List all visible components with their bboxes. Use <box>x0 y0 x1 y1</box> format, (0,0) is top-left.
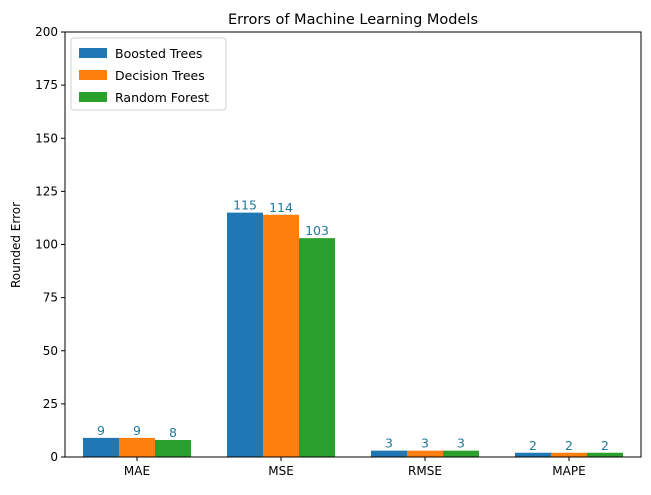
bar <box>299 238 335 457</box>
plot-frame <box>64 31 642 458</box>
bar <box>155 440 191 457</box>
bar-value-label: 9 <box>97 423 105 438</box>
bar <box>443 450 479 457</box>
bar-value-label: 3 <box>457 436 465 451</box>
bar-value-label: 9 <box>133 423 141 438</box>
bar <box>515 452 551 457</box>
legend-swatch <box>79 70 107 80</box>
bar <box>551 452 587 457</box>
bar-value-label: 2 <box>565 438 573 453</box>
legend-swatch <box>79 92 107 102</box>
y-tick-label: 75 <box>43 291 58 305</box>
chart-title: Errors of Machine Learning Models <box>228 12 478 28</box>
bar-value-label: 115 <box>233 198 257 213</box>
legend-swatch <box>79 48 107 58</box>
y-tick-label: 50 <box>43 344 58 358</box>
y-tick-label: 125 <box>35 184 58 198</box>
legend-box <box>70 37 227 111</box>
y-tick-label: 0 <box>50 450 58 464</box>
bar <box>83 437 119 457</box>
bar <box>371 450 407 457</box>
x-tick-label: MAPE <box>552 464 585 478</box>
y-tick-label: 175 <box>35 78 58 92</box>
bar <box>227 212 263 457</box>
y-tick-label: 200 <box>35 25 58 39</box>
x-tick-label: MAE <box>124 464 150 478</box>
bar-value-label: 114 <box>269 200 293 215</box>
y-tick-label: 100 <box>35 238 58 252</box>
y-tick-label: 25 <box>43 397 58 411</box>
x-tick-label: RMSE <box>408 464 442 478</box>
bar <box>119 437 155 457</box>
y-axis-label: Rounded Error <box>9 202 23 288</box>
bar <box>407 450 443 457</box>
bar <box>263 214 299 457</box>
x-tick-label: MSE <box>268 464 294 478</box>
y-tick-label: 150 <box>35 131 58 145</box>
legend-label: Decision Trees <box>115 68 205 83</box>
bar-value-label: 2 <box>601 438 609 453</box>
bar <box>587 452 623 457</box>
bar-value-label: 103 <box>305 223 329 238</box>
bar-value-label: 3 <box>385 436 393 451</box>
legend-label: Boosted Trees <box>115 46 202 61</box>
bar-value-label: 3 <box>421 436 429 451</box>
legend-label: Random Forest <box>115 90 209 105</box>
bar-value-label: 2 <box>529 438 537 453</box>
bar-value-label: 8 <box>169 425 177 440</box>
